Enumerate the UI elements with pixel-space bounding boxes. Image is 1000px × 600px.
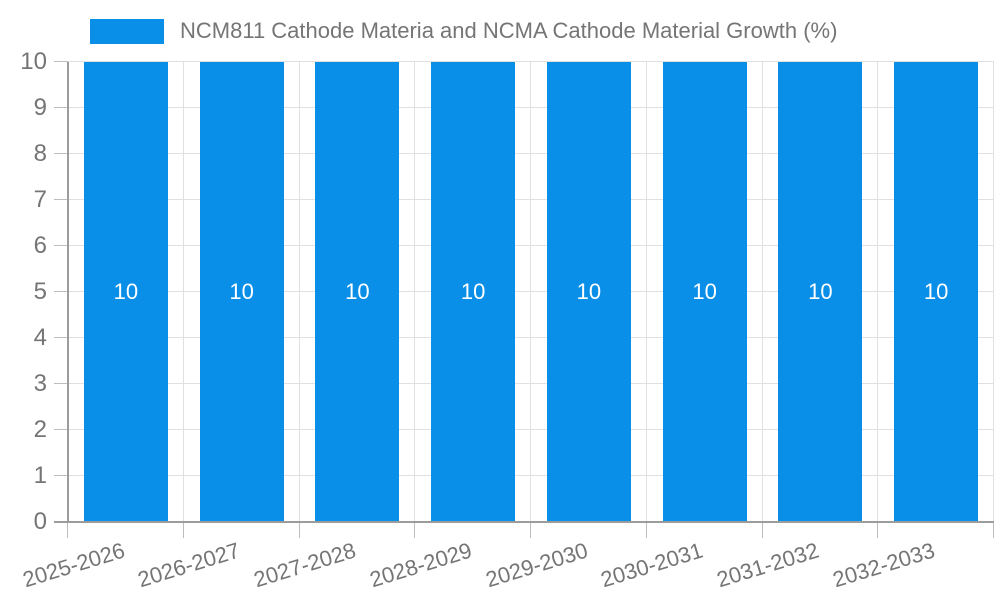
y-axis-label: 3 (33, 370, 47, 397)
y-axis-label: 10 (20, 48, 47, 75)
y-tick (54, 337, 68, 338)
y-gridline (68, 429, 994, 430)
y-gridline (68, 291, 994, 292)
x-gridline (761, 62, 763, 522)
y-tick (54, 475, 68, 476)
bar[interactable]: 10 (431, 62, 516, 521)
legend-label: NCM811 Cathode Materia and NCMA Cathode … (180, 18, 838, 43)
x-tick (182, 522, 184, 538)
y-tick (54, 291, 68, 292)
x-axis-label: 2028-2029 (366, 537, 475, 593)
bar-value-label: 10 (113, 278, 139, 304)
y-gridline (68, 337, 994, 338)
x-axis-label: 2027-2028 (250, 537, 359, 593)
bar[interactable]: 10 (199, 62, 284, 521)
x-tick (67, 522, 68, 538)
y-axis-label: 6 (33, 232, 47, 259)
bar[interactable]: 10 (894, 62, 979, 521)
x-axis-label: 2026-2027 (135, 537, 244, 593)
y-gridline (68, 61, 994, 62)
legend-item[interactable]: NCM811 Cathode Materia and NCMA Cathode … (90, 18, 837, 44)
bar[interactable]: 10 (546, 62, 631, 521)
bar-value-label: 10 (692, 278, 717, 304)
y-tick (54, 429, 68, 430)
y-gridline (68, 475, 994, 476)
bar-value-label: 10 (923, 278, 949, 304)
x-gridline (877, 62, 879, 522)
y-gridline (68, 107, 994, 108)
x-axis-label: 2029-2030 (482, 537, 591, 593)
x-gridline (530, 62, 531, 522)
x-axis-label: 2031-2032 (713, 537, 822, 593)
bar[interactable]: 10 (315, 62, 400, 521)
y-axis-label: 1 (33, 462, 47, 489)
y-gridline (68, 153, 994, 154)
y-gridline (68, 199, 994, 200)
bar-value-label: 10 (345, 278, 370, 304)
y-tick (54, 199, 68, 200)
y-tick (54, 61, 68, 62)
y-gridline (68, 383, 994, 384)
legend-swatch (90, 18, 164, 44)
x-axis-label: 2032-2033 (829, 537, 938, 593)
x-tick (877, 522, 879, 538)
y-axis-label: 2 (33, 416, 47, 443)
y-axis-line (67, 62, 69, 522)
y-gridline (68, 245, 994, 246)
x-axis-line (54, 521, 994, 523)
bar[interactable]: 10 (83, 62, 168, 521)
bar-value-label: 10 (808, 278, 833, 304)
y-axis-label: 0 (33, 508, 47, 535)
x-tick (530, 522, 531, 538)
x-axis-label: 2030-2031 (598, 537, 707, 593)
x-gridline (182, 62, 184, 522)
x-tick (298, 522, 300, 538)
bar-value-label: 10 (229, 278, 254, 304)
y-axis-label: 8 (33, 140, 47, 167)
x-tick (761, 522, 763, 538)
x-gridline (645, 62, 647, 522)
x-axis-label: 2025-2026 (19, 537, 128, 593)
y-axis-label: 7 (33, 186, 47, 213)
y-tick (54, 245, 68, 246)
x-tick (414, 522, 416, 538)
x-tick (993, 522, 994, 538)
bar[interactable]: 10 (778, 62, 863, 521)
x-gridline (414, 62, 416, 522)
y-axis-label: 4 (33, 324, 47, 351)
bar[interactable]: 10 (662, 62, 747, 521)
y-tick (54, 107, 68, 108)
bar-value-label: 10 (460, 278, 486, 304)
bar-value-label: 10 (576, 278, 602, 304)
y-axis-label: 9 (33, 94, 47, 121)
y-axis-label: 5 (33, 278, 47, 305)
y-tick (54, 153, 68, 154)
x-tick (645, 522, 647, 538)
y-tick (54, 383, 68, 384)
x-gridline (298, 62, 300, 522)
x-gridline (993, 62, 994, 522)
